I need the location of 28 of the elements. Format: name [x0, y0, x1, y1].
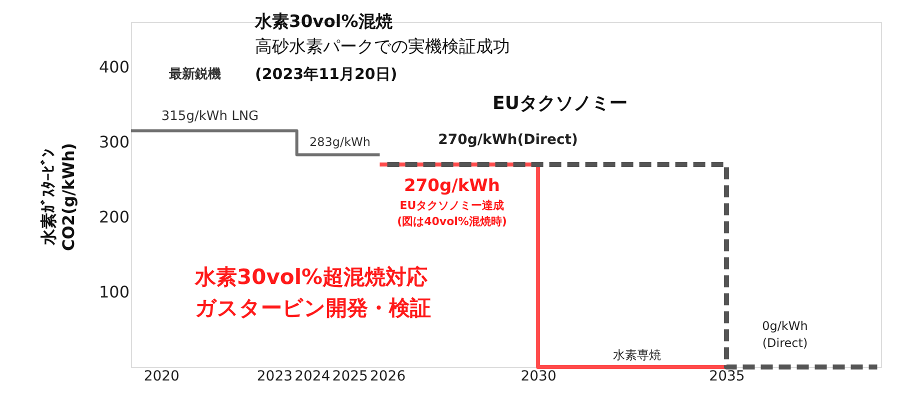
y-tick-label: 200 — [98, 208, 130, 226]
annotation: (Direct) — [762, 336, 808, 350]
annotation: (2023年11月20日) — [255, 65, 398, 83]
y-axis-title: 水素ｶﾞｽﾀｰﾋﾞﾝ CO2(g/kWh) — [39, 142, 78, 252]
annotation: 最新鋭機 — [168, 66, 221, 82]
annotation: EUタクソノミー — [492, 93, 628, 114]
annotation: 水素専焼 — [613, 348, 661, 362]
annotation: 水素30vol%混焼 — [254, 12, 394, 32]
annotation: 283g/kWh — [310, 135, 370, 149]
x-tick-label: 2023 — [256, 368, 293, 384]
x-tick-label: 2024 — [294, 368, 330, 384]
y-tick-label: 300 — [98, 132, 130, 152]
annotation: EUタクソノミー達成 — [400, 199, 504, 212]
x-tick-label: 2030 — [520, 368, 556, 384]
annotation: 高砂水素パークでの実機検証成功 — [255, 37, 510, 57]
annotation: (図は40vol%混焼時) — [397, 215, 507, 228]
annotation: 270g/kWh — [404, 176, 500, 196]
annotation: 270g/kWh(Direct) — [438, 132, 578, 148]
annotation: 水素30vol%超混焼対応 — [194, 265, 428, 289]
x-tick-label: 2020 — [144, 368, 180, 384]
y-tick-label: 400 — [98, 58, 130, 76]
annotation: ガスタービン開発・検証 — [195, 296, 431, 320]
x-tick-label: 2035 — [709, 368, 745, 384]
annotation: 0g/kWh — [762, 319, 808, 333]
annotation: 315g/kWh LNG — [161, 109, 259, 124]
x-tick-label: 2025 — [332, 368, 368, 384]
x-tick-label: 2026 — [370, 368, 406, 384]
y-tick-label: 100 — [98, 282, 130, 302]
